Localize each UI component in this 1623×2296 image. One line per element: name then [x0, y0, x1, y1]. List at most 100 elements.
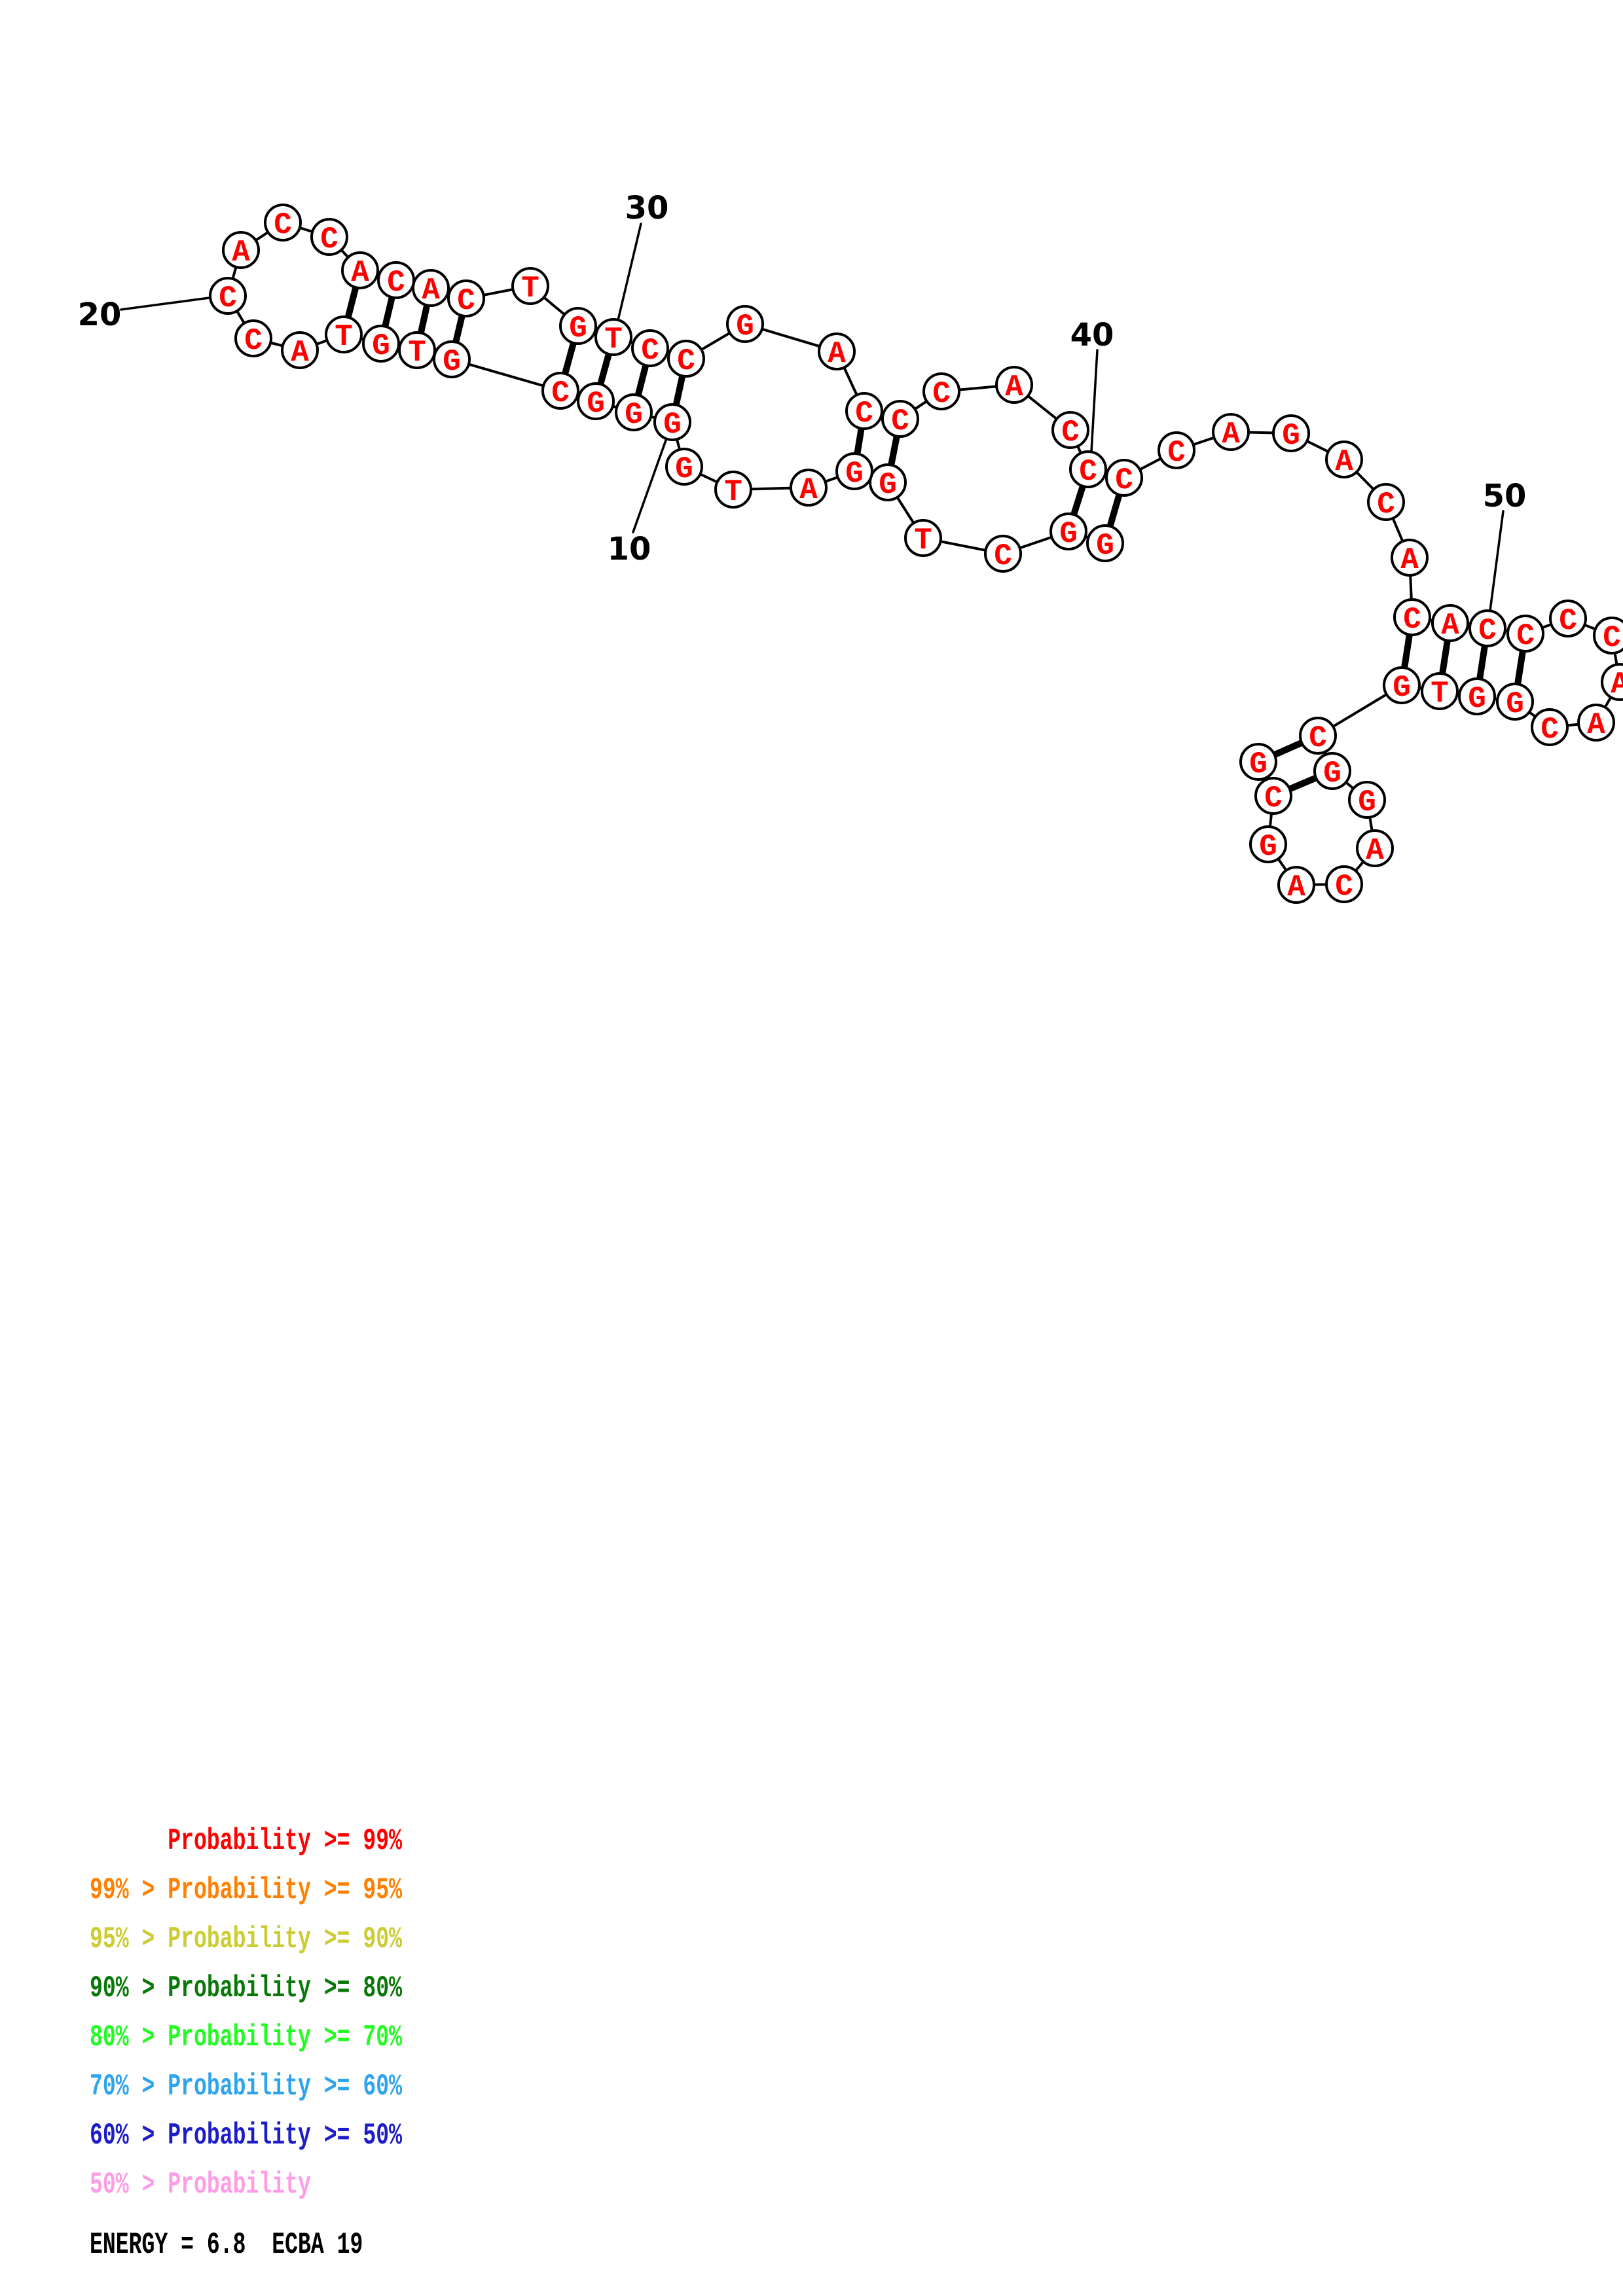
nucleotide-circle [362, 325, 400, 363]
nucleotide: C [234, 319, 272, 358]
nucleotide: G [1496, 683, 1534, 721]
nucleotide-letter: C [1603, 621, 1621, 655]
nucleotide-letter: C [855, 397, 873, 431]
nucleotide-circle [1158, 431, 1195, 469]
nucleotide-letter: T [521, 272, 539, 306]
nucleotide: C [310, 218, 348, 257]
nucleotide: G [1383, 666, 1421, 705]
nucleotide-circle [1593, 617, 1623, 655]
nucleotide-letter: A [422, 274, 440, 308]
nucleotide-circle [845, 392, 883, 430]
nucleotide: G [869, 463, 907, 502]
nucleotide: C [667, 340, 705, 378]
nucleotide-letter: T [335, 320, 353, 354]
nucleotide-letter: G [663, 408, 682, 442]
nucleotide-circle [1367, 483, 1405, 521]
nucleotide-circle [1272, 414, 1310, 452]
nucleotide: C [1051, 411, 1089, 450]
nucleotide-letter: A [1441, 609, 1459, 643]
nucleotide-letter: C [891, 404, 909, 439]
position-label: 40 [1070, 317, 1114, 353]
legend-row: 90% > Probability >= 80% [90, 1971, 403, 2005]
nucleotide: A [1325, 440, 1363, 479]
nucleotide-letter: C [457, 284, 475, 318]
nucleotide-letter: A [1222, 418, 1240, 452]
nucleotide-circle [1049, 512, 1087, 550]
nucleotide-letter: G [845, 457, 864, 491]
nucleotide-letter: C [677, 344, 695, 378]
position-label: 50 [1483, 478, 1527, 514]
legend-row: 60% > Probability >= 50% [90, 2119, 403, 2153]
nucleotide-letter: G [587, 387, 605, 421]
nucleotide: G [433, 340, 471, 379]
position-label: 10 [608, 531, 651, 567]
nucleotide-letter: G [1323, 757, 1341, 791]
nucleotide: C [984, 535, 1022, 573]
nucleotide-circle [1239, 743, 1277, 781]
nucleotide-circle [1313, 752, 1351, 790]
nucleotide-circle [714, 471, 752, 509]
nucleotide-letter: A [1005, 370, 1023, 404]
nucleotide-circle [577, 382, 615, 420]
nucleotide: G [1313, 752, 1351, 791]
legend-row: 95% > Probability >= 90% [90, 1922, 403, 1956]
nucleotide-circle [1051, 411, 1089, 449]
nucleotide: G [1239, 743, 1277, 781]
nucleotide-circle [615, 393, 653, 431]
nucleotide-letter: A [828, 337, 846, 371]
nucleotide: C [1325, 865, 1363, 904]
nucleotide-letter: C [1559, 604, 1577, 638]
nucleotide-circle [1277, 866, 1315, 904]
nucleotide: A [412, 269, 450, 308]
nucleotide-circle [869, 463, 907, 501]
leader-line [632, 437, 668, 533]
legend-row: 70% > Probability >= 60% [90, 2070, 403, 2104]
nucleotide-circle [234, 319, 272, 357]
nucleotide-letter: T [914, 524, 932, 558]
nucleotide: C [447, 279, 485, 318]
nucleotide: A [1577, 704, 1615, 742]
nucleotide-circle [325, 315, 363, 353]
nucleotide-letter: C [994, 539, 1012, 573]
nucleotide-letter: A [1287, 870, 1305, 905]
nucleotide-circle [1249, 825, 1287, 863]
nucleotide: T [511, 267, 549, 306]
nucleotide: A [1391, 539, 1429, 577]
nucleotide: C [1158, 431, 1195, 470]
nucleotide-letter: G [443, 345, 461, 379]
nucleotide: G [615, 393, 653, 432]
position-label: 20 [78, 296, 122, 333]
nucleotide-circle [1069, 450, 1107, 488]
nucleotide: G [1458, 677, 1496, 716]
nucleotide-circle [1577, 704, 1615, 742]
nucleotide: G [1249, 825, 1287, 864]
nucleotide-circle [1468, 609, 1506, 647]
leader-line [1090, 349, 1099, 453]
nucleotide-circle [1431, 604, 1469, 642]
nucleotide: T [398, 331, 436, 370]
nucleotide-circle [1393, 598, 1431, 636]
legend-row: 99% > Probability >= 95% [90, 1873, 403, 1907]
nucleotide-circle [559, 307, 597, 345]
nucleotide-letter: C [641, 334, 659, 368]
nucleotide-circle [1086, 524, 1124, 562]
nucleotide: G [577, 382, 615, 421]
nucleotide-letter: A [232, 236, 250, 270]
legend-row: 80% > Probability >= 70% [90, 2020, 403, 2054]
nucleotide: A [1212, 413, 1250, 452]
nucleotide-letter: A [1400, 543, 1419, 577]
nucleotide-circle [1212, 413, 1250, 451]
nucleotide-letter: G [569, 312, 587, 346]
nucleotide-letter: A [291, 336, 309, 370]
nucleotide-letter: A [799, 473, 818, 507]
nucleotide-circle [835, 452, 873, 490]
nucleotide: A [341, 251, 379, 290]
nucleotide-circle [398, 331, 436, 369]
nucleotide-circle [1356, 829, 1394, 867]
nucleotide: A [1601, 663, 1623, 702]
nucleotide-letter: A [1366, 834, 1384, 868]
nucleotide-letter: C [274, 208, 292, 242]
nucleotide-letter: A [1611, 668, 1623, 702]
leader-line [1489, 510, 1504, 612]
nucleotide-circle [1348, 781, 1386, 819]
